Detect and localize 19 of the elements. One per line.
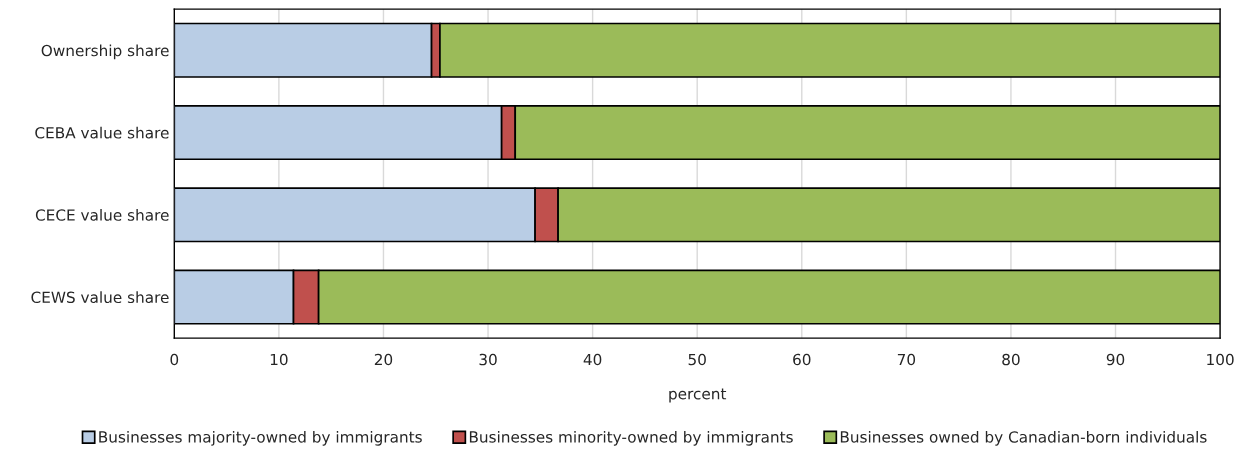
x-tick-label: 0: [170, 353, 179, 366]
x-tick-label: 70: [897, 353, 916, 366]
x-tick-label: 100: [1207, 353, 1234, 366]
x-tick-label: 20: [374, 353, 393, 366]
y-tick-label: CEWS value share: [31, 291, 169, 304]
legend-label: Businesses minority-owned by immigrants: [469, 430, 793, 446]
x-axis-title: percent: [669, 388, 727, 403]
legend-label: Businesses owned by Canadian-born individuals: [840, 430, 1207, 446]
y-tick-label: Ownership share: [41, 44, 169, 60]
x-tick-label: 60: [793, 353, 811, 366]
x-tick-label: 80: [1002, 353, 1020, 366]
x-tick-label: 90: [1106, 353, 1125, 366]
x-tick-label: 50: [688, 353, 706, 366]
x-tick-label: 30: [479, 353, 497, 366]
y-tick-label: CECE value share: [35, 208, 169, 221]
x-tick-label: 40: [583, 353, 602, 366]
x-tick-label: 10: [270, 353, 288, 366]
legend-label: Businesses majority-owned by immigrants: [99, 430, 422, 446]
y-tick-label: CEBA value share: [35, 126, 169, 139]
